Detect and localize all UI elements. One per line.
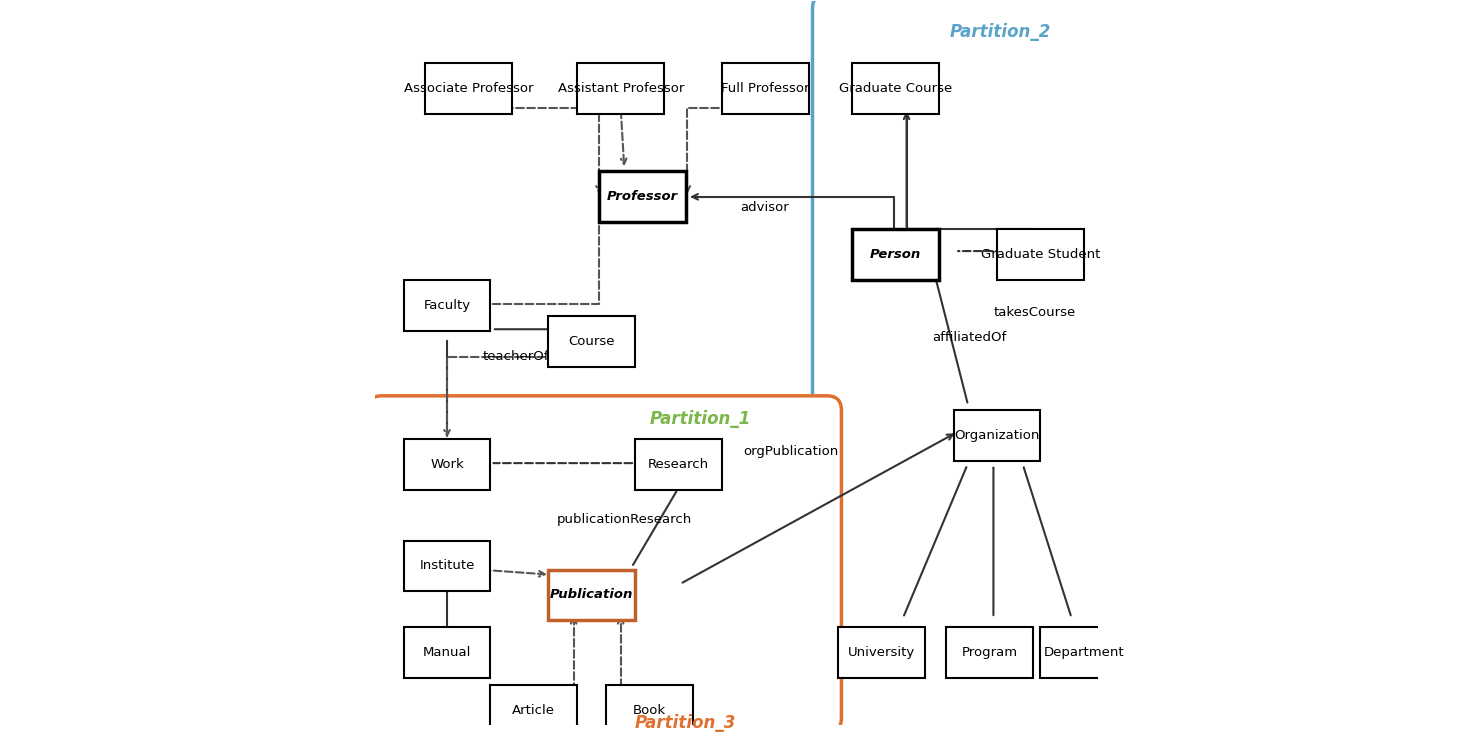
Text: University: University — [847, 646, 915, 659]
Text: Institute: Institute — [420, 559, 474, 573]
Text: orgPublication: orgPublication — [744, 445, 838, 458]
Text: Book: Book — [633, 704, 666, 717]
Text: Program: Program — [962, 646, 1018, 659]
Text: Partition_3: Partition_3 — [635, 714, 736, 732]
FancyArrowPatch shape — [1024, 467, 1071, 615]
Text: Partition_2: Partition_2 — [950, 23, 1052, 41]
FancyBboxPatch shape — [404, 280, 491, 330]
FancyBboxPatch shape — [577, 63, 664, 113]
FancyBboxPatch shape — [813, 0, 1106, 732]
Text: Faculty: Faculty — [423, 299, 470, 312]
Text: Associate Professor: Associate Professor — [404, 82, 533, 95]
FancyBboxPatch shape — [1040, 627, 1127, 678]
FancyBboxPatch shape — [600, 171, 686, 222]
FancyArrowPatch shape — [633, 492, 676, 565]
FancyArrowPatch shape — [904, 467, 966, 615]
FancyBboxPatch shape — [491, 685, 577, 736]
Text: Assistant Professor: Assistant Professor — [557, 82, 683, 95]
FancyBboxPatch shape — [404, 627, 491, 678]
FancyBboxPatch shape — [404, 540, 491, 591]
FancyBboxPatch shape — [838, 627, 925, 678]
Text: Manual: Manual — [423, 646, 471, 659]
Text: takesCourse: takesCourse — [993, 306, 1075, 319]
Text: affiliatedOf: affiliatedOf — [932, 331, 1006, 344]
FancyBboxPatch shape — [607, 685, 694, 736]
Text: Professor: Professor — [607, 191, 678, 203]
FancyBboxPatch shape — [426, 63, 513, 113]
Text: Course: Course — [569, 335, 616, 348]
Text: Department: Department — [1043, 646, 1124, 659]
Text: Organization: Organization — [955, 429, 1040, 442]
FancyBboxPatch shape — [367, 396, 841, 732]
Text: Partition_1: Partition_1 — [650, 410, 751, 428]
FancyBboxPatch shape — [548, 316, 635, 367]
FancyBboxPatch shape — [953, 410, 1040, 461]
FancyBboxPatch shape — [853, 230, 940, 280]
FancyBboxPatch shape — [635, 439, 722, 490]
FancyBboxPatch shape — [997, 230, 1084, 280]
FancyBboxPatch shape — [853, 63, 940, 113]
Text: Graduate Course: Graduate Course — [840, 82, 953, 95]
Text: Person: Person — [871, 248, 921, 261]
Text: Full Professor: Full Professor — [722, 82, 810, 95]
Text: Article: Article — [513, 704, 555, 717]
FancyBboxPatch shape — [722, 63, 809, 113]
Text: Publication: Publication — [549, 588, 633, 601]
Text: Graduate Student: Graduate Student — [981, 248, 1100, 261]
Text: advisor: advisor — [739, 201, 790, 214]
Text: publicationResearch: publicationResearch — [557, 513, 692, 526]
Text: Research: Research — [648, 458, 709, 471]
Text: Work: Work — [430, 458, 464, 471]
FancyArrowPatch shape — [937, 283, 968, 403]
Text: teacherOf: teacherOf — [483, 350, 549, 364]
FancyBboxPatch shape — [946, 627, 1033, 678]
FancyBboxPatch shape — [367, 0, 846, 425]
FancyBboxPatch shape — [548, 570, 635, 620]
FancyBboxPatch shape — [404, 439, 491, 490]
